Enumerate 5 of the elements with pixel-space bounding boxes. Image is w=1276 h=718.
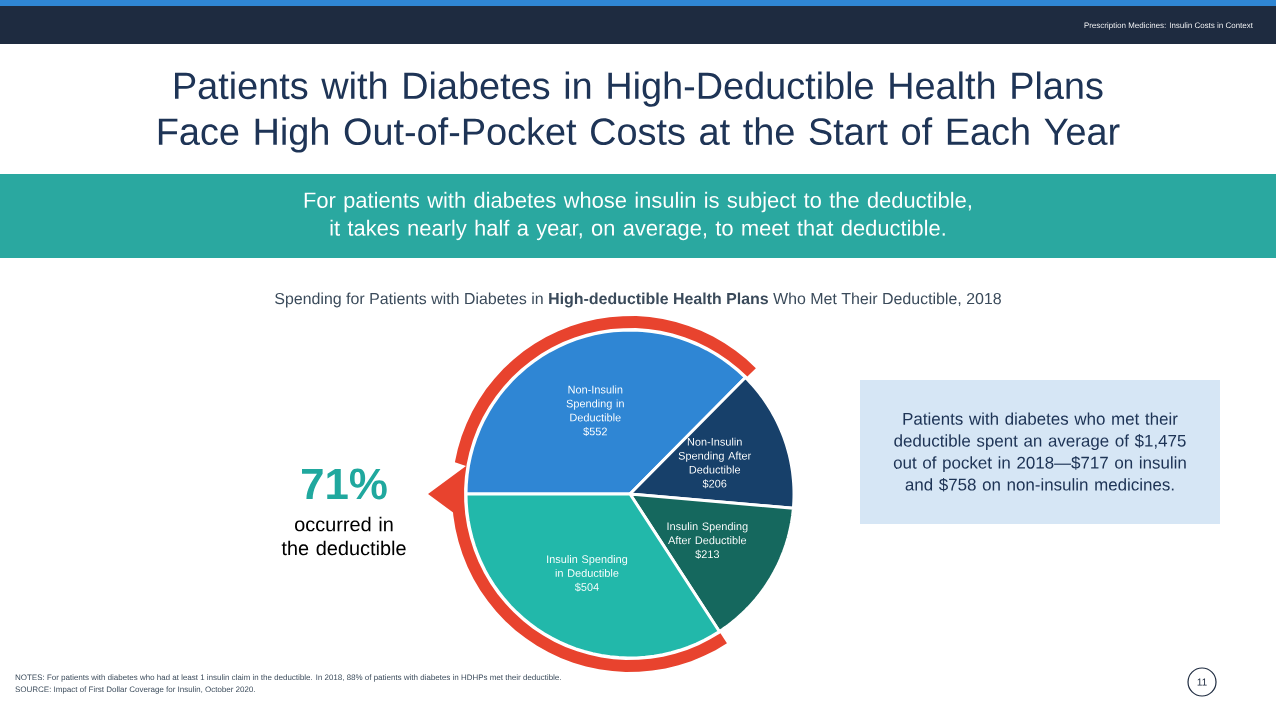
text: Patients with diabetes who met their deductible spent an average of $1,475 out of pocket in 2018—$717 on insulin and $758 on non-insulin medicines. xyxy=(893,412,1186,492)
chart-subtitle: For patients with diabetes whose insulin is subject to the deductible, it takes nearly half a year, on average, to meet that deductible. xyxy=(304,191,971,241)
chart-title: Patients with Diabetes in High-Deductible Health Plans Face High Out-of-Pocket Costs at the Start of Each Year xyxy=(158,71,1120,153)
text: 71% xyxy=(302,468,387,500)
text: occurred in the deductible xyxy=(281,516,406,556)
